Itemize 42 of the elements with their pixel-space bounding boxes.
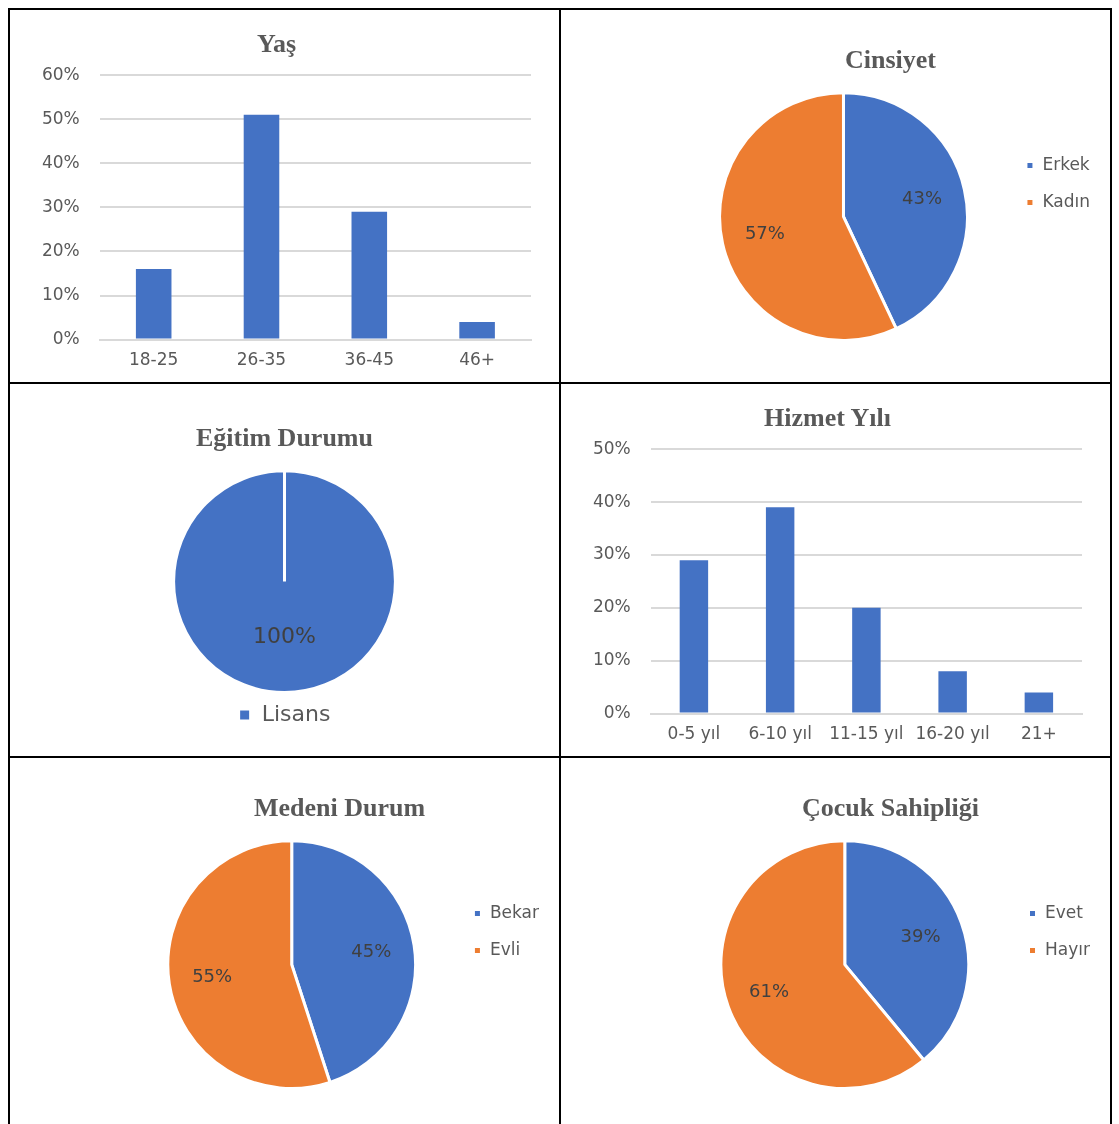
y-tick-label: 0% [603,702,631,723]
chart-title: Eğitim Durumu [196,423,373,453]
data-label: 55% [192,964,233,986]
chart-title: Hizmet Yılı [764,403,891,433]
chart-title: Medeni Durum [253,793,426,823]
x-tick-label: 11-15 yıl [829,723,904,744]
chart-title: Çocuk Sahipliği [801,793,980,823]
y-tick-label: 60% [41,63,80,84]
data-label: 39% [900,924,941,946]
legend-label: Bekar [489,901,540,922]
legend-label: Evli [489,938,521,959]
legend-label: Kadın [1042,190,1091,211]
y-tick-label: 10% [41,283,80,304]
y-tick-label: 20% [592,596,631,617]
chart-title: Yaş [256,29,297,59]
y-tick-label: 30% [592,543,631,564]
data-label: 57% [744,221,785,243]
data-label: 100% [253,622,316,648]
x-tick-label: 6-10 yıl [748,723,812,744]
y-tick-label: 20% [41,239,80,260]
y-tick-label: 30% [41,195,80,216]
x-tick-label: 46+ [459,349,496,370]
y-tick-label: 40% [41,151,80,172]
data-label: 43% [902,186,943,208]
x-tick-label: 26-35 [236,349,287,370]
legend-label: Evet [1045,901,1084,922]
x-tick-label: 18-25 [128,349,179,370]
y-tick-label: 50% [592,437,631,458]
legend-label: Hayır [1045,938,1091,959]
x-tick-label: 0-5 yıl [667,723,721,744]
y-tick-label: 50% [41,107,80,128]
legend-label: Lisans [261,700,331,726]
y-tick-label: 10% [592,649,631,670]
x-tick-label: 21+ [1020,723,1057,744]
legend-label: Erkek [1042,153,1090,174]
y-tick-label: 0% [52,328,80,349]
data-label: 45% [351,939,392,961]
x-tick-label: 36-45 [344,349,394,370]
y-tick-label: 40% [592,490,631,511]
data-label: 61% [748,979,789,1001]
x-tick-label: 16-20 yıl [915,723,990,744]
chart-title: Cinsiyet [845,45,937,75]
